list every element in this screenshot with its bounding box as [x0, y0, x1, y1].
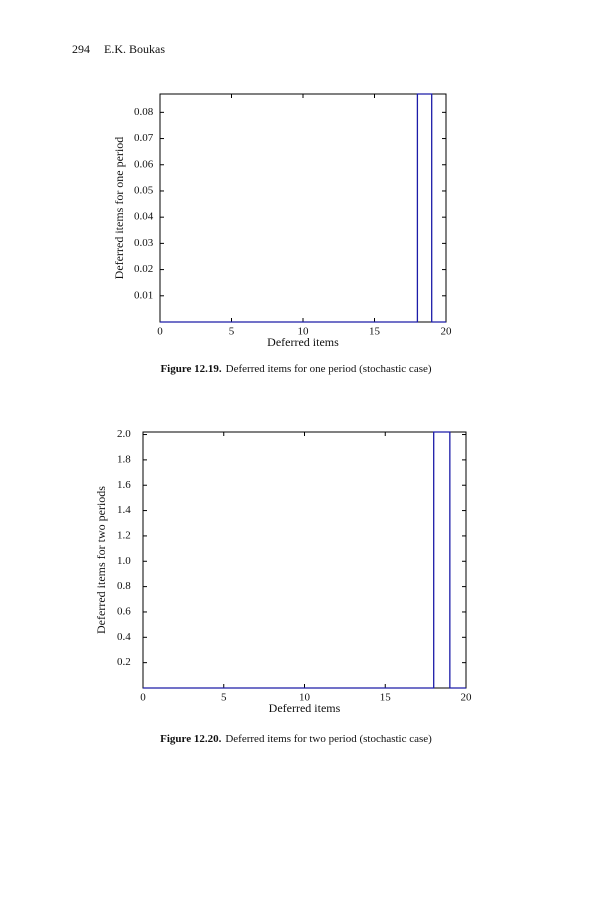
- caption-text: Deferred items for two period (stochasti…: [225, 733, 432, 745]
- x-axis-label: Deferred items: [269, 701, 341, 715]
- author: E.K. Boukas: [104, 42, 165, 56]
- y-tick-label: 0.02: [134, 263, 153, 275]
- caption-text: Deferred items for one period (stochasti…: [226, 363, 432, 375]
- x-tick-label: 0: [157, 326, 163, 338]
- y-tick-label: 1.4: [117, 504, 131, 516]
- x-tick-label: 5: [229, 326, 235, 338]
- x-tick-label: 10: [299, 692, 311, 704]
- plot-frame: [159, 93, 447, 323]
- y-tick-label: 0.07: [134, 132, 154, 144]
- caption-label: Figure 12.20.: [160, 733, 221, 745]
- x-tick-label: 15: [369, 326, 381, 338]
- plot-frame: [142, 431, 467, 689]
- y-tick-label: 0.04: [134, 211, 154, 223]
- y-tick-label: 2.0: [117, 428, 131, 440]
- y-tick-label: 1.0: [117, 555, 131, 567]
- y-tick-label: 0.2: [117, 656, 131, 668]
- y-tick-label: 0.08: [134, 106, 154, 118]
- y-tick-label: 0.03: [134, 237, 154, 249]
- caption: Figure 12.19. Deferred items for one peri…: [160, 363, 431, 375]
- y-tick-label: 1.8: [117, 453, 131, 465]
- x-tick-label: 15: [380, 692, 392, 704]
- y-axis-label: Deferred items for one period: [112, 137, 126, 280]
- page-number: 294: [72, 42, 90, 56]
- y-tick-label: 0.8: [117, 580, 131, 592]
- y-tick-label: 0.01: [134, 289, 153, 301]
- y-tick-label: 0.05: [134, 184, 154, 196]
- data-line: [160, 93, 446, 323]
- y-axis-label: Deferred items for two periods: [94, 486, 108, 634]
- x-tick-label: 20: [441, 326, 453, 338]
- x-tick-label: 5: [221, 692, 227, 704]
- y-tick-label: 0.6: [117, 605, 131, 617]
- caption: Figure 12.20. Deferred items for two peri…: [160, 733, 432, 745]
- x-tick-label: 0: [140, 692, 146, 704]
- x-axis-label: Deferred items: [267, 335, 339, 349]
- x-tick-label: 20: [461, 692, 473, 704]
- data-line: [143, 431, 466, 689]
- y-tick-label: 1.6: [117, 479, 131, 491]
- y-tick-label: 0.4: [117, 631, 131, 643]
- y-tick-label: 1.2: [117, 529, 131, 541]
- y-tick-label: 0.06: [134, 158, 154, 170]
- x-tick-label: 10: [298, 326, 310, 338]
- caption-label: Figure 12.19.: [160, 363, 221, 375]
